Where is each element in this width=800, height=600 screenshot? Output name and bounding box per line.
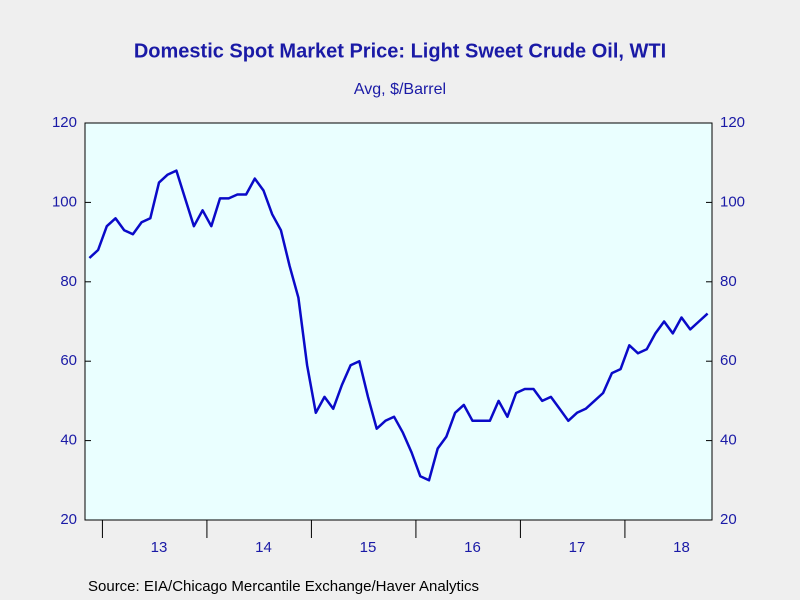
y2-tick-label: 120 [720, 114, 745, 131]
y2-tick-label: 100 [720, 193, 745, 210]
x-tick-label: 18 [673, 539, 690, 556]
plot-area [84, 122, 713, 521]
x-tick-label: 16 [464, 539, 481, 556]
y2-tick-label: 60 [720, 352, 737, 369]
source: Source: EIA/Chicago Mercantile Exchange/… [88, 578, 479, 595]
x-tick-label: 15 [360, 539, 377, 556]
x-tick-label: 17 [569, 539, 586, 556]
y2-tick-label: 20 [720, 511, 737, 528]
y2-tick-label: 40 [720, 432, 737, 449]
y-tick-label: 120 [52, 114, 77, 131]
chart-title: Domestic Spot Market Price: Light Sweet … [134, 40, 666, 62]
x-tick-label: 14 [255, 539, 272, 556]
y-tick-label: 40 [60, 432, 77, 449]
chart-subtitle: Avg, $/Barrel [354, 81, 446, 98]
y-tick-label: 20 [60, 511, 77, 528]
y-tick-label: 60 [60, 352, 77, 369]
x-tick-label: 13 [151, 539, 168, 556]
y-tick-label: 80 [60, 273, 77, 290]
y2-tick-label: 80 [720, 273, 737, 290]
data-line [88, 169, 709, 482]
y-tick-label: 100 [52, 193, 77, 210]
